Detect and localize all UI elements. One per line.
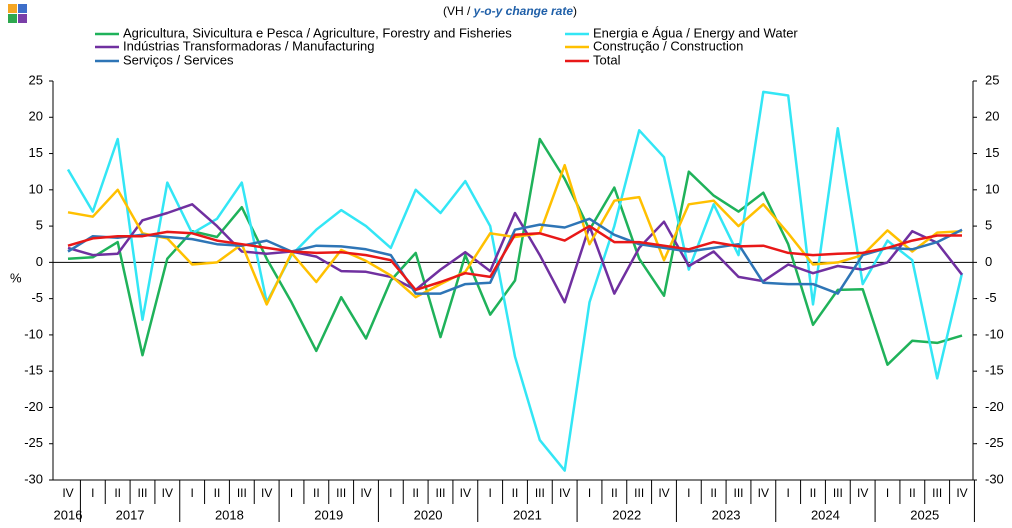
- x-tick-label: I: [290, 486, 293, 500]
- legend-label: Agricultura, Sivicultura e Pesca / Agric…: [123, 25, 512, 40]
- legend-label: Energia e Água / Energy and Water: [593, 25, 798, 40]
- x-tick-label: II: [412, 486, 419, 500]
- legend-label: Indústrias Transformadoras / Manufacturi…: [123, 38, 374, 53]
- y-tick-label: -25: [24, 435, 43, 450]
- x-tick-label: II: [114, 486, 121, 500]
- year-label: 2022: [612, 507, 641, 522]
- x-tick-label: IV: [758, 486, 769, 500]
- y-tick-label: 15: [29, 145, 43, 160]
- legend-label: Construção / Construction: [593, 38, 743, 53]
- x-tick-label: III: [435, 486, 445, 500]
- x-tick-label: IV: [162, 486, 173, 500]
- x-tick-label: III: [535, 486, 545, 500]
- x-tick-label: II: [710, 486, 717, 500]
- x-tick-label: III: [833, 486, 843, 500]
- series-line: [67, 217, 963, 295]
- x-tick-label: I: [190, 486, 193, 500]
- logo: [8, 4, 27, 23]
- x-tick-label: IV: [460, 486, 471, 500]
- y-tick-label: 10: [29, 181, 43, 196]
- year-label: 2017: [116, 507, 145, 522]
- series-line: [67, 224, 962, 292]
- y-tick-label-right: -10: [985, 326, 1004, 341]
- x-tick-label: IV: [360, 486, 371, 500]
- x-tick-label: IV: [658, 486, 669, 500]
- year-label: 2020: [414, 507, 443, 522]
- y-tick-label: 0: [36, 254, 43, 269]
- x-tick-label: I: [588, 486, 591, 500]
- x-tick-label: I: [389, 486, 392, 500]
- y-tick-label-right: 10: [985, 181, 999, 196]
- y-tick-label-right: -15: [985, 363, 1004, 378]
- x-tick-label: II: [909, 486, 916, 500]
- y-tick-label: 5: [36, 218, 43, 233]
- y-tick-label-right: 15: [985, 145, 999, 160]
- x-tick-label: IV: [857, 486, 868, 500]
- x-tick-label: II: [214, 486, 221, 500]
- y-tick-label: -10: [24, 326, 43, 341]
- legend-label: Serviços / Services: [123, 52, 234, 67]
- year-label: 2023: [712, 507, 741, 522]
- x-tick-label: I: [786, 486, 789, 500]
- x-tick-label: III: [932, 486, 942, 500]
- series-line: [67, 203, 963, 304]
- series-line: [66, 90, 964, 472]
- x-tick-label: II: [512, 486, 519, 500]
- x-tick-label: IV: [559, 486, 570, 500]
- x-tick-label: II: [611, 486, 618, 500]
- y-tick-label: 20: [29, 109, 43, 124]
- y-tick-label-right: -25: [985, 435, 1004, 450]
- y-tick-label-right: 0: [985, 254, 992, 269]
- y-tick-label-right: 25: [985, 72, 999, 87]
- year-label: 2024: [811, 507, 840, 522]
- x-tick-label: II: [810, 486, 817, 500]
- year-label: 2016: [54, 507, 83, 522]
- x-tick-label: IV: [956, 486, 967, 500]
- year-label: 2025: [910, 507, 939, 522]
- y-tick-label: -15: [24, 363, 43, 378]
- series-line: [67, 137, 963, 366]
- x-tick-label: III: [137, 486, 147, 500]
- y-tick-label-right: -5: [985, 290, 997, 305]
- y-tick-label: 25: [29, 72, 43, 87]
- year-label: 2021: [513, 507, 542, 522]
- x-tick-label: III: [336, 486, 346, 500]
- y-tick-label: -5: [31, 290, 43, 305]
- chart-title: (VH / y-o-y change rate): [443, 4, 577, 18]
- y-tick-label-right: -20: [985, 399, 1004, 414]
- x-tick-label: III: [733, 486, 743, 500]
- y-tick-label-right: 20: [985, 109, 999, 124]
- y-tick-label: -30: [24, 471, 43, 486]
- x-tick-label: I: [687, 486, 690, 500]
- y-axis-label: %: [10, 270, 22, 285]
- x-tick-label: I: [886, 486, 889, 500]
- y-tick-label-right: 5: [985, 218, 992, 233]
- year-label: 2019: [314, 507, 343, 522]
- title-emphasis: y-o-y change rate: [473, 4, 574, 18]
- title-prefix: (VH /: [443, 4, 474, 18]
- x-tick-label: I: [91, 486, 94, 500]
- x-tick-label: III: [237, 486, 247, 500]
- x-tick-label: IV: [261, 486, 272, 500]
- x-tick-label: III: [634, 486, 644, 500]
- title-suffix: ): [573, 4, 577, 18]
- x-tick-label: II: [313, 486, 320, 500]
- x-tick-label: IV: [62, 486, 73, 500]
- x-tick-label: I: [488, 486, 491, 500]
- legend-label: Total: [593, 52, 621, 67]
- y-tick-label-right: -30: [985, 471, 1004, 486]
- year-label: 2018: [215, 507, 244, 522]
- y-tick-label: -20: [24, 399, 43, 414]
